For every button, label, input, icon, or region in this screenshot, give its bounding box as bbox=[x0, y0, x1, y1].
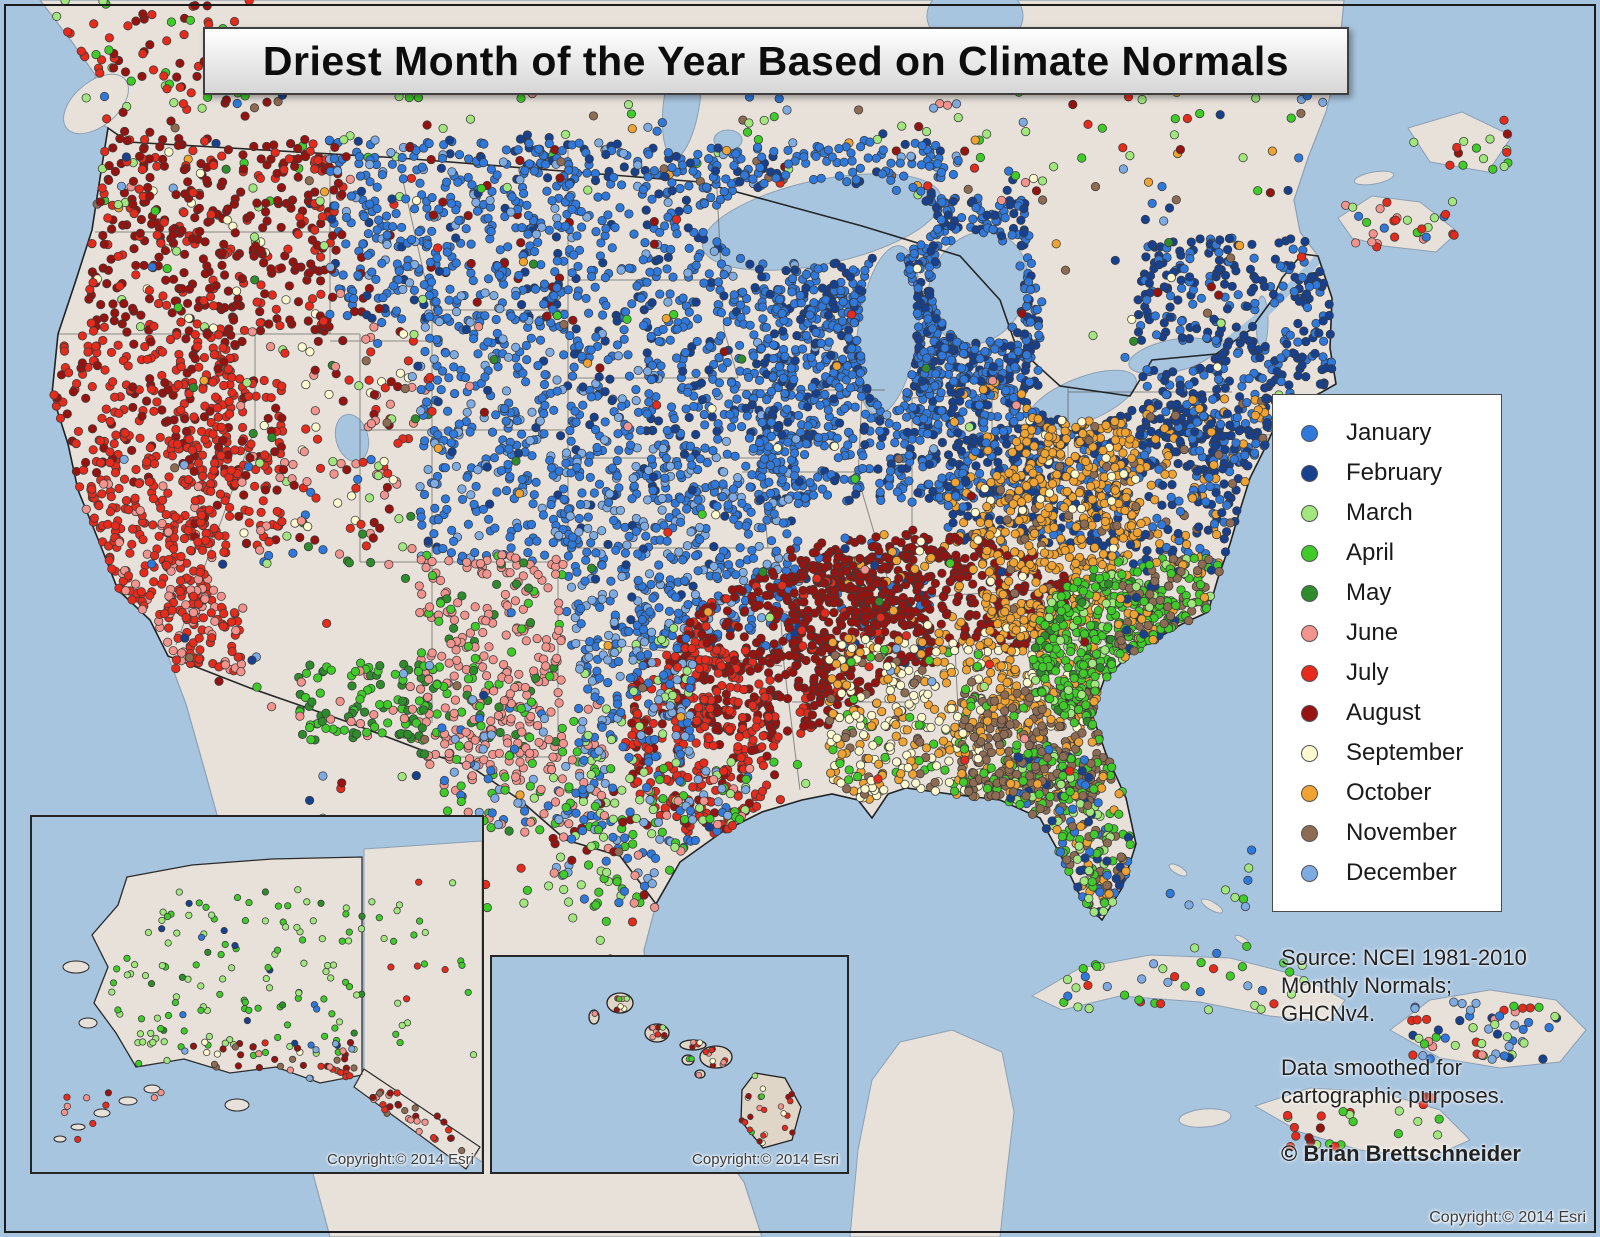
legend-swatch-may bbox=[1301, 584, 1318, 602]
hawaii-dots-layer bbox=[591, 995, 796, 1146]
legend-swatch-july bbox=[1301, 664, 1318, 682]
legend-item: April bbox=[1301, 533, 1493, 573]
legend-swatch-june bbox=[1301, 624, 1318, 642]
legend-swatch-february bbox=[1301, 464, 1318, 482]
legend-label: December bbox=[1346, 859, 1457, 886]
author-credit: © Brian Brettschneider bbox=[1281, 1140, 1521, 1166]
legend-swatch-november bbox=[1301, 824, 1318, 842]
esri-copyright: Copyright:© 2014 Esri bbox=[1429, 1209, 1586, 1226]
map-title-banner: Driest Month of the Year Based on Climat… bbox=[203, 27, 1349, 95]
legend-swatch-october bbox=[1301, 784, 1318, 802]
legend-label: July bbox=[1346, 659, 1389, 686]
legend-label: September bbox=[1346, 739, 1464, 766]
station-dots-layer bbox=[60, 878, 478, 1155]
hawaii-inset: Copyright:© 2014 Esri bbox=[490, 955, 849, 1174]
alaska-map bbox=[32, 817, 482, 1172]
legend-swatch-january bbox=[1301, 424, 1318, 442]
legend-item: January bbox=[1301, 413, 1493, 453]
legend: January February March April May June July Augu… bbox=[1272, 394, 1502, 912]
legend-item: September bbox=[1301, 733, 1493, 773]
legend-label: June bbox=[1346, 619, 1399, 646]
legend-swatch-march bbox=[1301, 504, 1318, 522]
legend-label: April bbox=[1346, 539, 1395, 566]
legend-item: May bbox=[1301, 573, 1493, 613]
legend-swatch-december bbox=[1301, 864, 1318, 882]
map-title: Driest Month of the Year Based on Climat… bbox=[262, 37, 1290, 84]
legend-item: March bbox=[1301, 493, 1493, 533]
legend-item: June bbox=[1301, 613, 1493, 653]
notes-block: Source: NCEI 1981-2010 Monthly Normals; … bbox=[1281, 944, 1529, 1168]
hawaii-esri-copyright: Copyright:© 2014 Esri bbox=[692, 1151, 839, 1168]
legend-item: August bbox=[1301, 693, 1493, 733]
legend-item: November bbox=[1301, 813, 1493, 853]
alaska-inset: Copyright:© 2014 Esri bbox=[30, 815, 484, 1174]
legend-item: October bbox=[1301, 773, 1493, 813]
legend-item: February bbox=[1301, 453, 1493, 493]
hawaii-map bbox=[492, 957, 847, 1172]
alaska-esri-copyright: Copyright:© 2014 Esri bbox=[327, 1151, 474, 1168]
legend-label: March bbox=[1346, 499, 1413, 526]
legend-item: July bbox=[1301, 653, 1493, 693]
legend-label: November bbox=[1346, 819, 1457, 846]
legend-label: January bbox=[1346, 419, 1432, 446]
legend-label: February bbox=[1346, 459, 1443, 486]
legend-item: December bbox=[1301, 853, 1493, 893]
legend-label: May bbox=[1346, 579, 1392, 606]
smoothing-note: Data smoothed for cartographic purposes. bbox=[1281, 1054, 1505, 1108]
legend-label: October bbox=[1346, 779, 1432, 806]
source-note: Source: NCEI 1981-2010 Monthly Normals; … bbox=[1281, 945, 1527, 1026]
legend-label: August bbox=[1346, 699, 1421, 726]
station-dots-layer bbox=[49, 0, 1562, 1152]
legend-swatch-september bbox=[1301, 744, 1318, 762]
legend-swatch-april bbox=[1301, 544, 1318, 562]
legend-swatch-august bbox=[1301, 704, 1318, 722]
